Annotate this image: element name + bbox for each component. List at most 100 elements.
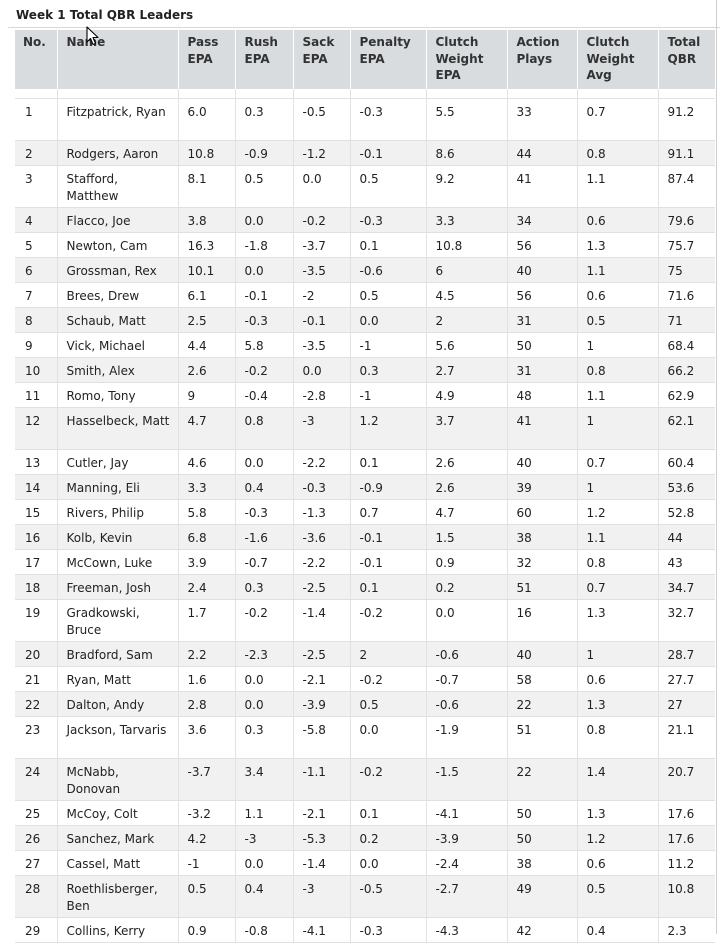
cell-name: McCown, Luke <box>57 549 179 575</box>
column-header-sack-epa[interactable]: Sack EPA <box>293 30 351 89</box>
column-header-action-plays[interactable]: Action Plays <box>507 30 578 89</box>
cell-rush-epa: -1.6 <box>235 524 294 550</box>
cell-name: Rivers, Philip <box>57 499 179 525</box>
cell-no: 19 <box>15 599 58 642</box>
cell-rush-epa: -1.8 <box>235 232 294 258</box>
cell-clutch-weight-avg: 1.3 <box>577 232 659 258</box>
cell-no: 7 <box>15 282 58 308</box>
cell-action-plays: 51 <box>507 574 578 600</box>
cell-clutch-weight-epa: -4.1 <box>426 800 508 826</box>
cell-penalty-epa: 0.7 <box>350 499 427 525</box>
cell-total-qbr: 60.4 <box>658 449 715 475</box>
page-edge <box>716 0 717 934</box>
cell-rush-epa: 0.0 <box>235 257 294 283</box>
cell-clutch-weight-epa: 0.2 <box>426 574 508 600</box>
cell-no: 27 <box>15 850 58 876</box>
cell-clutch-weight-epa: 2.7 <box>426 357 508 383</box>
cell-clutch-weight-avg: 0.6 <box>577 850 659 876</box>
cell-penalty-epa: 0.0 <box>350 716 427 759</box>
cell-clutch-weight-avg: 0.7 <box>577 449 659 475</box>
cell-total-qbr: 66.2 <box>658 357 715 383</box>
cell-action-plays: 60 <box>507 499 578 525</box>
cell-clutch-weight-avg: 1.1 <box>577 165 659 208</box>
cell-action-plays: 41 <box>507 165 578 208</box>
cell-rush-epa: 3.4 <box>235 758 294 801</box>
table-row: 8 Schaub, Matt 2.5 -0.3 -0.1 0.0 2 31 0.5 71 <box>15 307 715 333</box>
cell-total-qbr: 91.2 <box>658 98 715 141</box>
cell-penalty-epa: -1 <box>350 382 427 408</box>
cell-total-qbr: 62.1 <box>658 407 715 450</box>
cell-pass-epa: 1.6 <box>178 666 236 692</box>
table-row: 13 Cutler, Jay 4.6 0.0 -2.2 0.1 2.6 40 0.7 60.4 <box>15 449 715 475</box>
cell-clutch-weight-epa: 5.6 <box>426 332 508 358</box>
cell-clutch-weight-epa: -0.6 <box>426 641 508 667</box>
column-header-total-qbr[interactable]: Total QBR <box>658 30 715 89</box>
cell-total-qbr: 17.6 <box>658 825 715 851</box>
cell-no: 22 <box>15 691 58 717</box>
cell-total-qbr: 17.6 <box>658 800 715 826</box>
cell-clutch-weight-avg: 1.1 <box>577 524 659 550</box>
column-header-pass-epa[interactable]: Pass EPA <box>178 30 236 89</box>
cell-no: 20 <box>15 641 58 667</box>
table-row: 29 Collins, Kerry 0.9 -0.8 -4.1 -0.3 -4.3 42 0.4… <box>15 917 715 943</box>
cell-sack-epa: -3.5 <box>293 257 351 283</box>
cell-action-plays: 48 <box>507 382 578 408</box>
cell-action-plays: 50 <box>507 825 578 851</box>
cell-name: Cassel, Matt <box>57 850 179 876</box>
cell-action-plays: 33 <box>507 98 578 141</box>
cell-no: 13 <box>15 449 58 475</box>
title-divider <box>8 27 720 28</box>
column-header-clutch-weight-epa[interactable]: Clutch Weight EPA <box>426 30 508 89</box>
cell-penalty-epa: 0.1 <box>350 800 427 826</box>
table-row: 7 Brees, Drew 6.1 -0.1 -2 0.5 4.5 56 0.6 71.6 <box>15 282 715 308</box>
cell-rush-epa: -0.1 <box>235 282 294 308</box>
cell-name: Gradkowski, Bruce <box>57 599 179 642</box>
cell-name: Sanchez, Mark <box>57 825 179 851</box>
cell-total-qbr: 68.4 <box>658 332 715 358</box>
column-header-rush-epa[interactable]: Rush EPA <box>235 30 294 89</box>
cell-action-plays: 44 <box>507 140 578 166</box>
cell-rush-epa: 0.0 <box>235 449 294 475</box>
table-header-row: No. Name Pass EPA Rush EPA Sack EPA Pena… <box>15 30 715 89</box>
cell-sack-epa: -4.1 <box>293 917 351 943</box>
cell-penalty-epa: 0.5 <box>350 165 427 208</box>
table-row: 9 Vick, Michael 4.4 5.8 -3.5 -1 5.6 50 1 68.4 <box>15 332 715 358</box>
cell-pass-epa: 0.5 <box>178 875 236 918</box>
cell-sack-epa: -3.9 <box>293 691 351 717</box>
cell-clutch-weight-epa: -2.4 <box>426 850 508 876</box>
column-header-name[interactable]: Name <box>57 30 179 89</box>
cell-clutch-weight-avg: 1.1 <box>577 257 659 283</box>
cell-total-qbr: 62.9 <box>658 382 715 408</box>
cell-sack-epa: -2.1 <box>293 800 351 826</box>
cell-sack-epa: -2.5 <box>293 641 351 667</box>
cell-clutch-weight-avg: 0.6 <box>577 282 659 308</box>
cell-clutch-weight-avg: 0.5 <box>577 307 659 333</box>
cell-name: Freeman, Josh <box>57 574 179 600</box>
cell-clutch-weight-epa: -1.9 <box>426 716 508 759</box>
column-header-clutch-weight-avg[interactable]: Clutch Weight Avg <box>577 30 659 89</box>
cell-clutch-weight-avg: 1.2 <box>577 825 659 851</box>
cell-total-qbr: 10.8 <box>658 875 715 918</box>
cell-total-qbr: 32.7 <box>658 599 715 642</box>
cell-sack-epa: -2.2 <box>293 549 351 575</box>
cell-sack-epa: -1.4 <box>293 850 351 876</box>
cell-penalty-epa: -0.3 <box>350 98 427 141</box>
column-header-no[interactable]: No. <box>15 30 58 89</box>
cell-sack-epa: -3 <box>293 875 351 918</box>
cell-no: 14 <box>15 474 58 500</box>
cell-no: 21 <box>15 666 58 692</box>
cell-clutch-weight-avg: 0.8 <box>577 357 659 383</box>
column-header-penalty-epa[interactable]: Penalty EPA <box>350 30 427 89</box>
cell-action-plays: 40 <box>507 257 578 283</box>
cell-clutch-weight-epa: 4.9 <box>426 382 508 408</box>
cell-sack-epa: 0.0 <box>293 357 351 383</box>
cell-clutch-weight-avg: 1 <box>577 474 659 500</box>
cell-pass-epa: 3.6 <box>178 716 236 759</box>
cell-name: Smith, Alex <box>57 357 179 383</box>
cell-clutch-weight-epa: -2.7 <box>426 875 508 918</box>
cell-penalty-epa: -0.1 <box>350 140 427 166</box>
cell-action-plays: 40 <box>507 449 578 475</box>
table-row: 15 Rivers, Philip 5.8 -0.3 -1.3 0.7 4.7 60 1.2 52… <box>15 499 715 525</box>
cell-penalty-epa: 0.1 <box>350 574 427 600</box>
cell-pass-epa: -3.2 <box>178 800 236 826</box>
